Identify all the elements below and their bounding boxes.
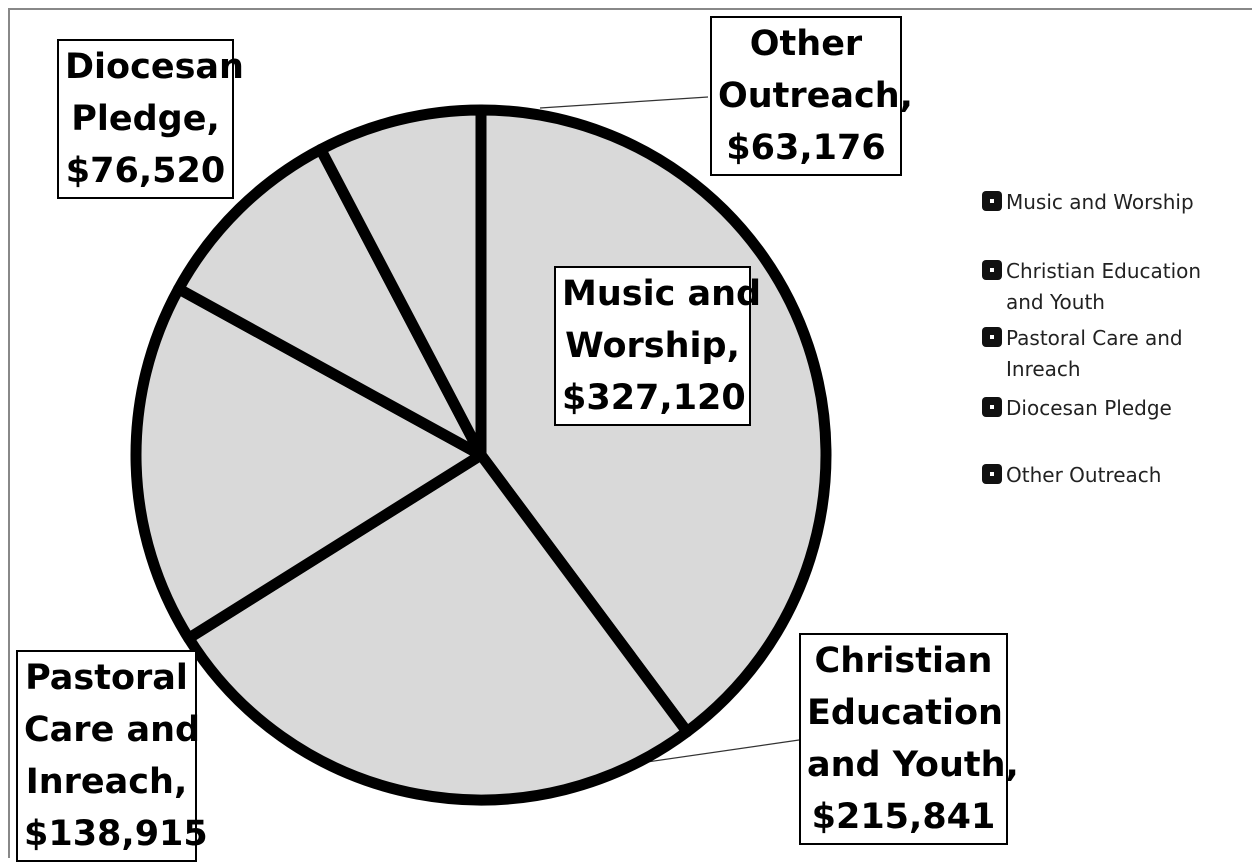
pie-slice-christian-education-and-youth bbox=[183, 449, 693, 806]
legend-label: Diocesan Pledge bbox=[1006, 396, 1172, 420]
data-label-other-outreach: Other Outreach, $63,176 bbox=[710, 16, 913, 176]
legend-swatch bbox=[982, 464, 1002, 484]
data-label-line: Other bbox=[749, 24, 863, 64]
data-label-line: Inreach, bbox=[25, 762, 188, 802]
data-label-line: Pledge, bbox=[71, 99, 220, 139]
data-label-line: Worship, bbox=[565, 326, 740, 366]
data-label-line: $63,176 bbox=[726, 128, 886, 168]
pie-slice-pastoral-care-and-inreach bbox=[130, 283, 487, 644]
data-label-line: Outreach, bbox=[718, 76, 913, 116]
data-label-line: $138,915 bbox=[24, 814, 208, 854]
legend-label: Music and Worship bbox=[1006, 190, 1194, 214]
leader-line bbox=[539, 96, 709, 109]
legend-item: Diocesan Pledge bbox=[982, 393, 1226, 424]
legend-swatch bbox=[982, 260, 1002, 280]
legend-label: Christian Education and Youth bbox=[1006, 259, 1202, 314]
legend-swatch bbox=[982, 397, 1002, 417]
legend-label: Pastoral Care and Inreach bbox=[1006, 326, 1183, 381]
data-label-line: Christian bbox=[814, 641, 993, 681]
data-label-line: Education bbox=[807, 693, 1003, 733]
data-label-line: $327,120 bbox=[562, 378, 746, 418]
legend-item: Music and Worship bbox=[982, 187, 1226, 218]
data-label-line: $76,520 bbox=[65, 151, 226, 191]
data-label-christian-education-and-youth: Christian Education and Youth, $215,841 bbox=[799, 633, 1019, 845]
data-label-line: Music and bbox=[562, 274, 762, 314]
legend-label: Other Outreach bbox=[1006, 463, 1162, 487]
legend-item: Other Outreach bbox=[982, 460, 1226, 491]
legend-item: Christian Education and Youth bbox=[982, 256, 1221, 318]
data-label-line: Care and bbox=[24, 710, 201, 750]
data-label-line: Diocesan bbox=[65, 47, 244, 87]
legend-item: Pastoral Care and Inreach bbox=[982, 323, 1206, 385]
legend-swatch bbox=[982, 191, 1002, 211]
pie-slice-diocesan-pledge bbox=[173, 143, 487, 461]
legend-swatch bbox=[982, 327, 1002, 347]
data-label-line: Pastoral bbox=[25, 658, 188, 698]
data-label-line: and Youth, bbox=[807, 745, 1019, 785]
data-label-pastoral-care-and-inreach: Pastoral Care and Inreach, $138,915 bbox=[16, 650, 208, 862]
data-label-line: $215,841 bbox=[811, 797, 996, 837]
pie-slices bbox=[130, 104, 832, 806]
pie-slice-other-outreach bbox=[315, 104, 487, 461]
data-label-music-and-worship: Music and Worship, $327,120 bbox=[554, 266, 762, 426]
data-label-diocesan-pledge: Diocesan Pledge, $76,520 bbox=[57, 39, 244, 199]
